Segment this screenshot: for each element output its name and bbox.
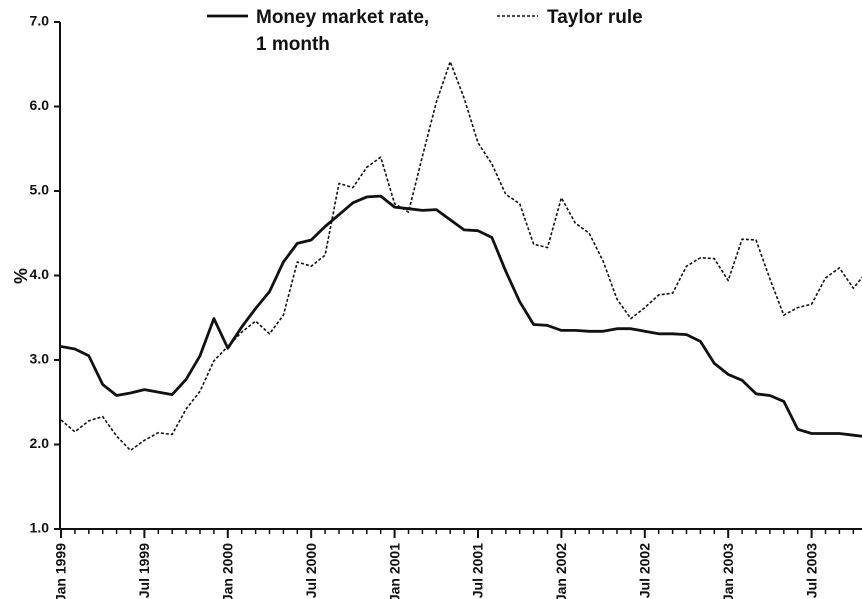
taylor-rule-line xyxy=(60,60,862,452)
x-tick-label: Jul 2000 xyxy=(303,543,319,598)
series-layer xyxy=(60,60,862,452)
x-tick-label: Jul 2003 xyxy=(803,543,819,598)
x-tick-label: Jul 2002 xyxy=(637,543,653,598)
y-axis: 1.0 2.0 3.0 4.0 5.0 6.0 7.0 xyxy=(30,13,60,536)
money-market-rate-line xyxy=(60,194,862,438)
legend-label-money-market: Money market rate, 1 month xyxy=(256,7,429,55)
x-tick-label: Jan 2001 xyxy=(386,543,402,599)
y-tick-label: 7.0 xyxy=(30,13,50,29)
y-tick-label: 5.0 xyxy=(30,182,50,198)
axes xyxy=(59,22,862,530)
y-tick-label: 6.0 xyxy=(30,97,50,113)
y-tick-label: 4.0 xyxy=(30,266,50,282)
y-tick-label: 3.0 xyxy=(30,351,50,367)
legend-label-taylor-rule: Taylor rule xyxy=(547,7,643,28)
y-axis-label: % xyxy=(11,268,31,284)
x-tick-label: Jul 2001 xyxy=(470,543,486,598)
x-tick-label: Jul 1999 xyxy=(136,543,152,598)
legend: Money market rate, 1 month Taylor rule xyxy=(207,7,643,55)
y-tick-label: 2.0 xyxy=(30,435,50,451)
x-tick-label: Jan 2003 xyxy=(720,543,736,599)
x-tick-label: Jan 2000 xyxy=(220,543,236,599)
x-tick-label: Jan 2002 xyxy=(553,543,569,599)
y-tick-label: 1.0 xyxy=(30,520,50,536)
x-axis: Jan 1999 Jul 1999 Jan 2000 Jul 2000 Jan 2001… xyxy=(53,529,855,599)
x-tick-label: Jan 1999 xyxy=(53,543,69,599)
